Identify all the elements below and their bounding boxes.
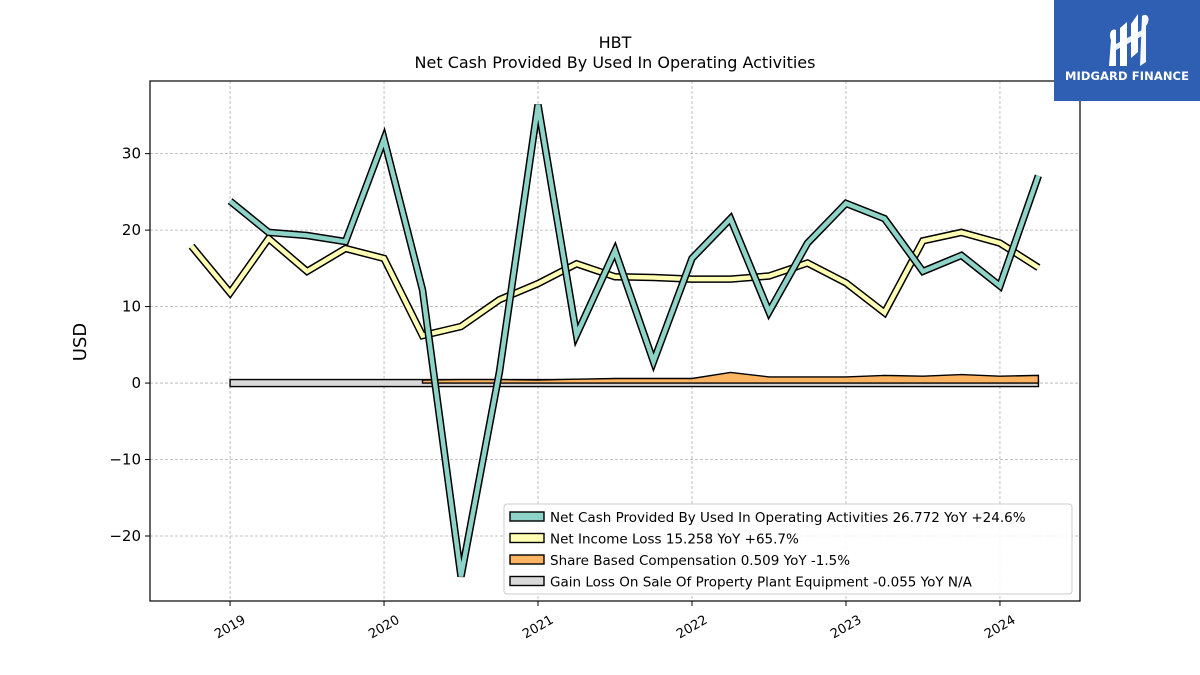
x-tick-label: 2021 — [520, 613, 556, 643]
logo-text: MIDGARD FINANCE — [1064, 69, 1190, 83]
y-tick-label: −20 — [109, 527, 141, 545]
x-tick-label: 2022 — [674, 613, 710, 643]
y-tick-label: 30 — [122, 145, 141, 163]
logo-mark-icon — [1109, 14, 1149, 66]
plot-frame — [149, 80, 1081, 602]
x-tick-label: 2024 — [982, 613, 1018, 643]
chart-subtitle: Net Cash Provided By Used In Operating A… — [415, 53, 816, 72]
legend-swatch — [509, 532, 545, 544]
y-tick-label: −10 — [109, 451, 141, 469]
legend-box — [503, 503, 1073, 595]
legend-label: Share Based Compensation 0.509 YoY -1.5% — [550, 553, 850, 569]
legend-label: Net Income Loss 15.258 YoY +65.7% — [550, 532, 799, 548]
legend-label: Net Cash Provided By Used In Operating A… — [550, 510, 1026, 526]
series-area-share-based-compensation — [421, 371, 1040, 384]
y-tick-label: 20 — [122, 221, 141, 239]
x-tick-label: 2019 — [212, 613, 248, 643]
legend-swatch — [509, 511, 545, 522]
series-layer — [188, 104, 1042, 578]
y-tick-label: 0 — [131, 374, 141, 392]
legend: Net Cash Provided By Used In Operating A… — [503, 503, 1073, 595]
x-tick-label: 2023 — [828, 613, 864, 643]
legend-swatch — [509, 554, 545, 565]
series-line-net-income-loss — [189, 230, 1040, 339]
brand-logo: MIDGARD FINANCE — [1054, 0, 1200, 101]
chart-title: HBT — [599, 33, 632, 52]
legend-swatch — [509, 575, 545, 587]
x-tick-label: 2020 — [366, 613, 402, 643]
y-tick-label: 10 — [122, 298, 141, 316]
y-axis-label: USD — [70, 323, 91, 361]
legend-label: Gain Loss On Sale Of Property Plant Equi… — [550, 575, 973, 591]
series-line-net-cash-operating — [228, 104, 1041, 577]
